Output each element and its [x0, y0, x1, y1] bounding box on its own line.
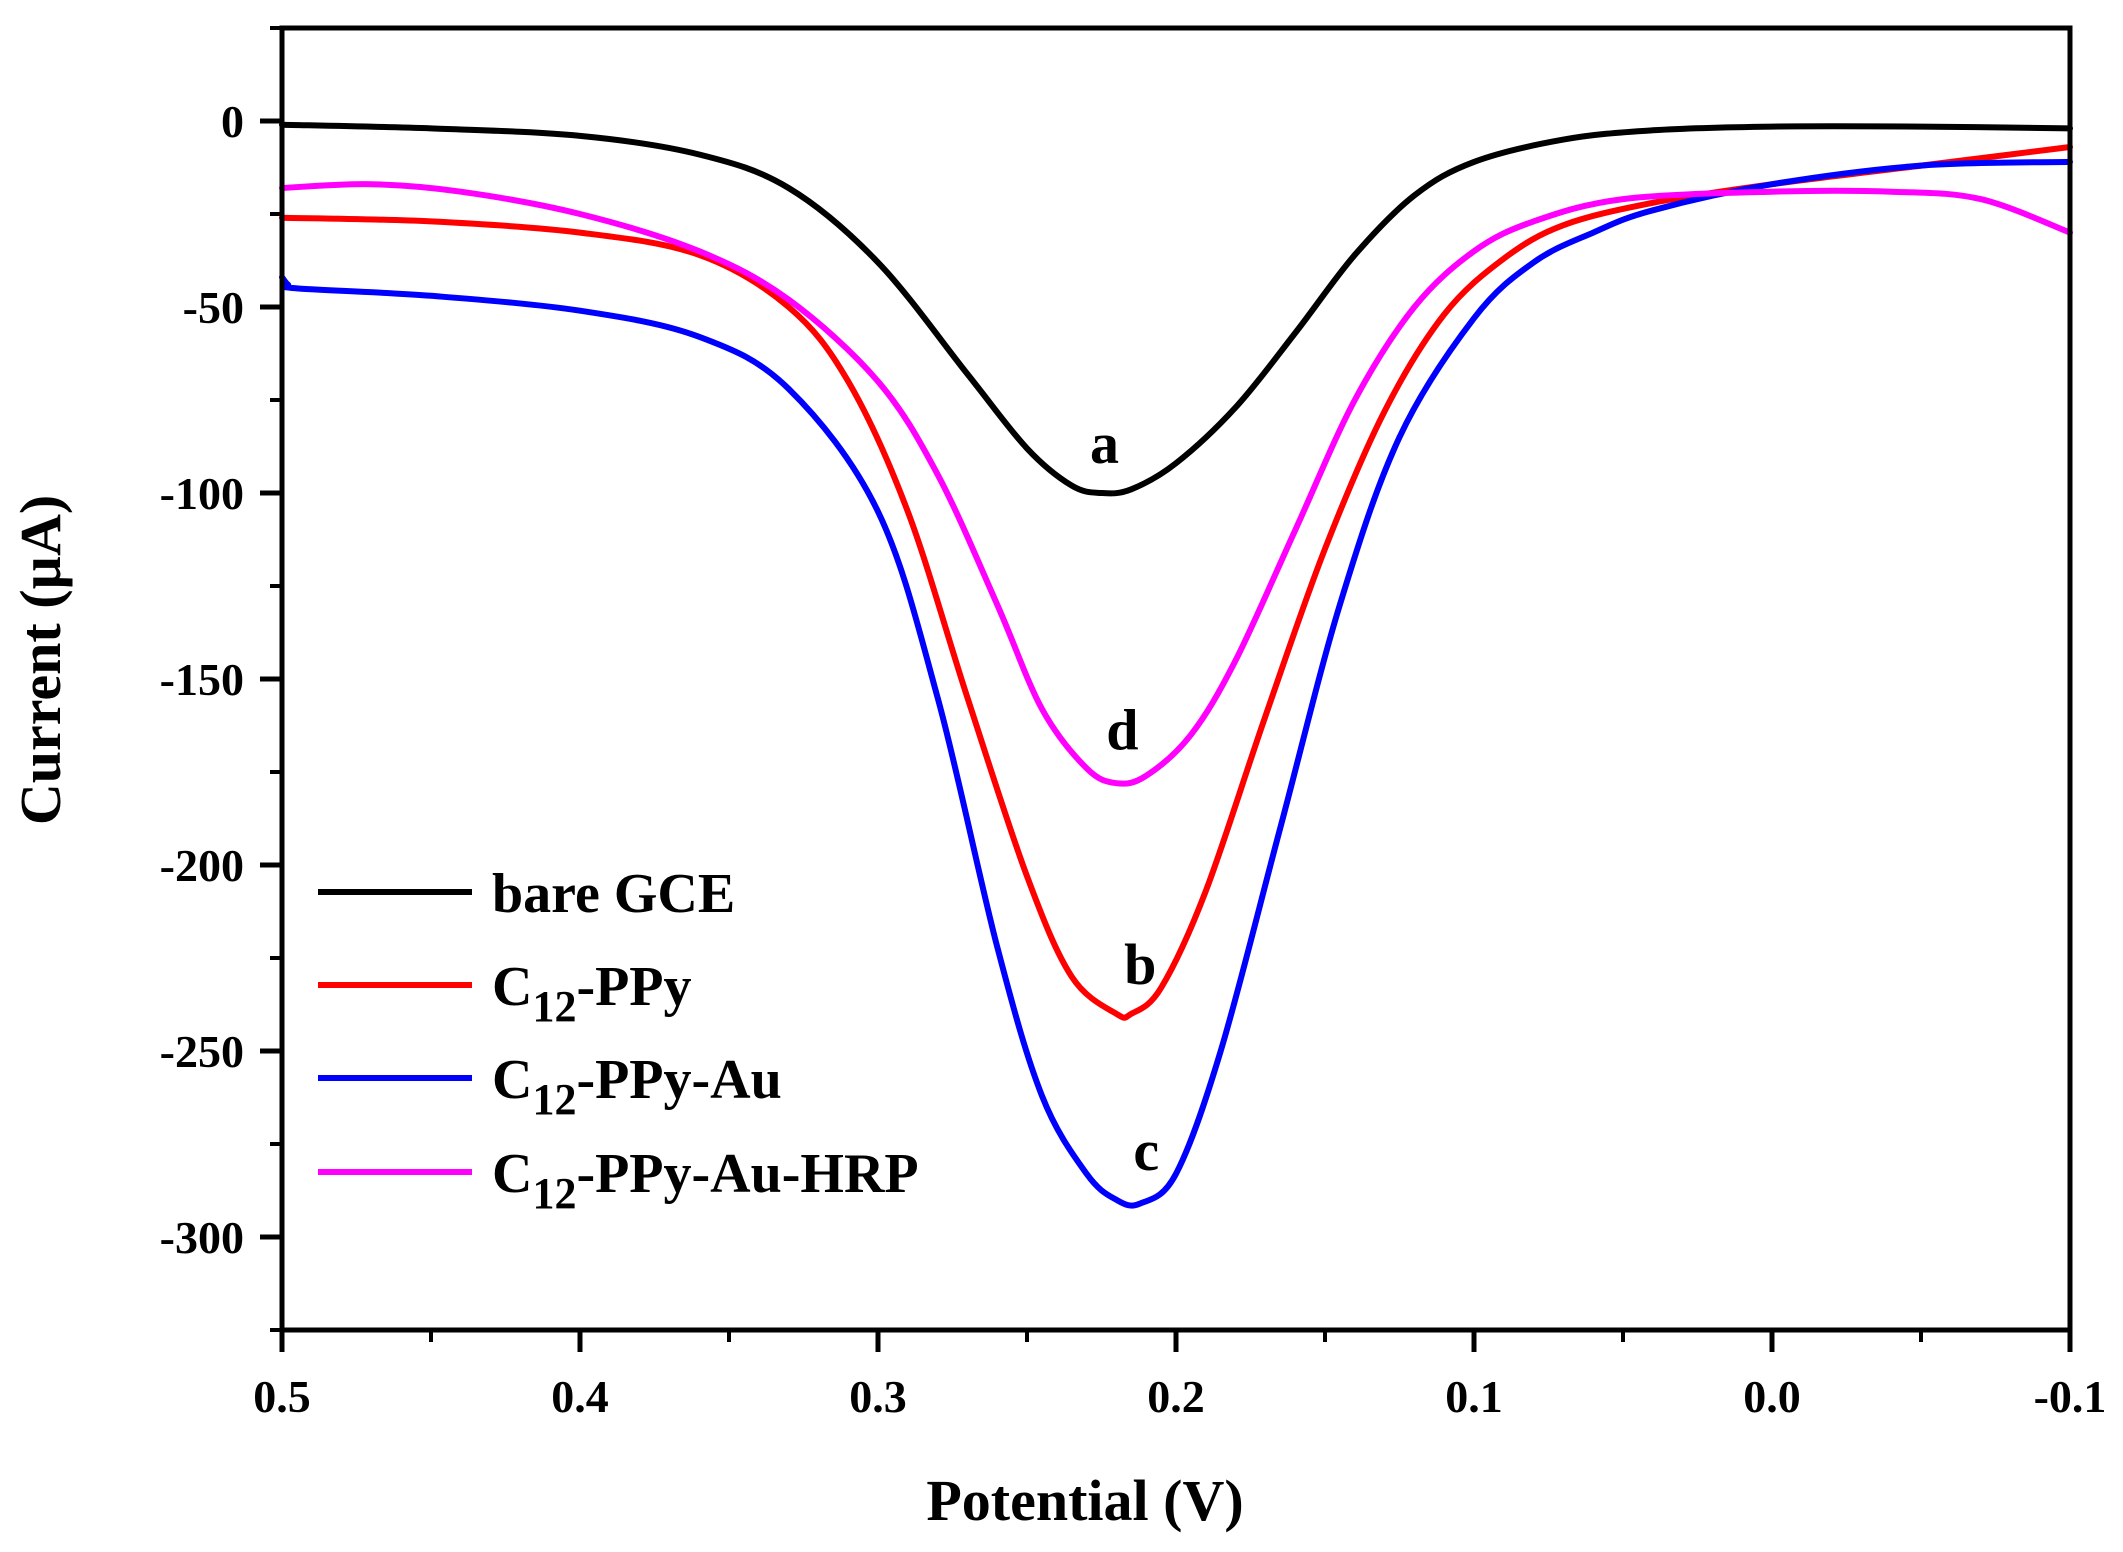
y-tick-label: -150: [160, 654, 244, 705]
y-tick-label: -250: [160, 1026, 244, 1077]
legend-label-main: C: [492, 1049, 532, 1111]
x-tick-label: 0.3: [849, 1371, 907, 1422]
legend-label: C12-PPy-Au-HRP: [492, 1143, 919, 1218]
legend-label-tail: -PPy: [576, 956, 691, 1018]
y-tick-label: -200: [160, 840, 244, 891]
y-tick-label: -300: [160, 1212, 244, 1263]
legend-label-main: C: [492, 1143, 532, 1205]
legend-label-subscript: 12: [532, 1075, 576, 1124]
x-tick-label: 0.4: [551, 1371, 609, 1422]
curve-letter-d: d: [1106, 698, 1138, 763]
legend-label: C12-PPy-Au: [492, 1049, 782, 1124]
series-line-3: [279, 158, 2073, 1209]
legend-label-main: C: [492, 956, 532, 1018]
series-line-2: [279, 144, 2073, 1021]
curve-letters: a b c d: [1090, 411, 1159, 1183]
legend-item-2: C12-PPy: [318, 956, 692, 1031]
legend-label-tail: -PPy-Au: [576, 1049, 781, 1111]
legend-label-tail: -PPy-Au-HRP: [576, 1143, 918, 1205]
curves-layer: [279, 121, 2073, 1209]
series-line-4: [279, 181, 2073, 787]
legend-label: bare GCE: [492, 863, 735, 925]
x-axis: 0.5 0.4 0.3 0.2 0.1 0.0 -0.1: [253, 1330, 2106, 1422]
legend-label-main: bare GCE: [492, 863, 735, 925]
legend-label: C12-PPy: [492, 956, 692, 1031]
x-tick-label: -0.1: [2034, 1371, 2107, 1422]
legend-item-1: bare GCE: [318, 863, 735, 925]
legend-item-3: C12-PPy-Au: [318, 1049, 782, 1124]
curve-letter-a: a: [1090, 411, 1119, 476]
y-tick-label: -100: [160, 468, 244, 519]
plot-frame: [279, 25, 2073, 1333]
x-tick-label: 0.1: [1445, 1371, 1503, 1422]
series-line-1: [279, 121, 2073, 497]
legend-label-subscript: 12: [532, 982, 576, 1031]
y-axis: 0 -50 -100 -150 -200 -250 -300: [160, 26, 282, 1332]
y-tick-label: 0: [221, 96, 244, 147]
legend-label-subscript: 12: [532, 1169, 576, 1218]
x-tick-label: 0.0: [1743, 1371, 1801, 1422]
x-tick-label: 0.2: [1147, 1371, 1205, 1422]
y-tick-label: -50: [183, 282, 244, 333]
curve-letter-b: b: [1124, 932, 1156, 997]
legend-item-4: C12-PPy-Au-HRP: [318, 1143, 919, 1218]
curve-letter-c: c: [1133, 1118, 1159, 1183]
y-axis-title: Current (µA): [8, 495, 73, 825]
x-axis-title: Potential (V): [926, 1468, 1243, 1533]
x-tick-label: 0.5: [253, 1371, 311, 1422]
